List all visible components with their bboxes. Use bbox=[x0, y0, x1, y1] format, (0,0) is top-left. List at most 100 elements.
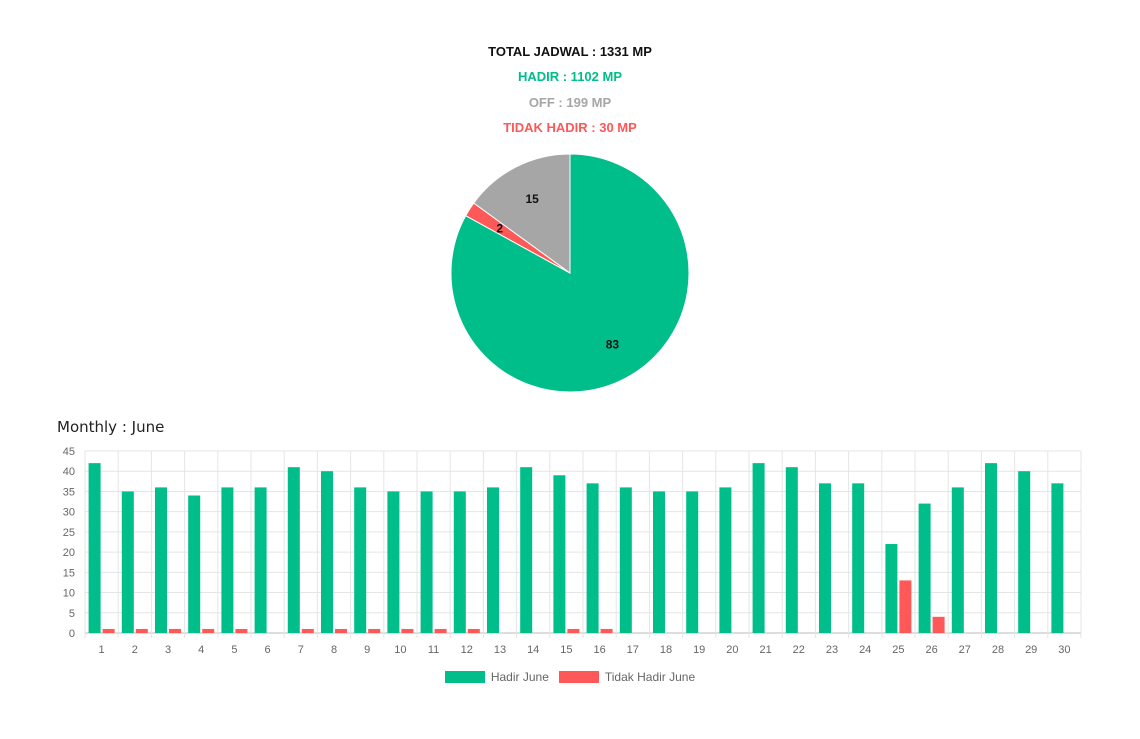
x-tick-label: 25 bbox=[892, 644, 904, 656]
x-tick-label: 15 bbox=[560, 644, 572, 656]
bar-hadir[interactable] bbox=[885, 544, 898, 633]
x-tick-label: 29 bbox=[1025, 644, 1037, 656]
y-tick-label: 20 bbox=[63, 547, 75, 559]
x-tick-label: 18 bbox=[660, 644, 672, 656]
bar-hadir[interactable] bbox=[719, 487, 732, 633]
y-tick-label: 10 bbox=[63, 588, 75, 600]
bar-hadir[interactable] bbox=[221, 487, 234, 633]
legend-label-hadir: Hadir June bbox=[490, 670, 549, 684]
bar-tidak-hadir[interactable] bbox=[368, 628, 381, 633]
bar-hadir[interactable] bbox=[287, 467, 300, 633]
bar-tidak-hadir[interactable] bbox=[169, 628, 181, 633]
y-tick-label: 35 bbox=[63, 486, 75, 498]
pie-slice-label-2: 15 bbox=[526, 192, 540, 206]
x-tick-label: 10 bbox=[394, 644, 406, 656]
bar-hadir[interactable] bbox=[121, 491, 134, 633]
bar-tidak-hadir[interactable] bbox=[600, 628, 613, 633]
bar-tidak-hadir[interactable] bbox=[899, 580, 912, 633]
legend-item-tidak-hadir[interactable]: Tidak Hadir June bbox=[558, 670, 696, 684]
pie-slice-2[interactable] bbox=[473, 153, 571, 274]
bar-hadir[interactable] bbox=[1051, 483, 1064, 633]
x-tick-label: 16 bbox=[593, 644, 605, 656]
x-tick-label: 4 bbox=[198, 644, 204, 656]
legend-swatch-tidak-hadir bbox=[558, 671, 599, 683]
x-tick-label: 22 bbox=[793, 644, 805, 656]
pie-slice-label-1: 2 bbox=[496, 221, 503, 235]
tidak-hadir-label: TIDAK HADIR : 30 MP bbox=[503, 120, 637, 135]
bar-hadir[interactable] bbox=[852, 483, 865, 633]
bar-hadir[interactable] bbox=[354, 487, 367, 633]
bar-tidak-hadir[interactable] bbox=[301, 628, 314, 633]
bar-hadir[interactable] bbox=[686, 491, 699, 633]
bar-hadir[interactable] bbox=[985, 463, 997, 633]
x-tick-label: 23 bbox=[826, 644, 838, 656]
x-tick-label: 5 bbox=[231, 644, 237, 656]
bar-tidak-hadir[interactable] bbox=[401, 628, 414, 633]
x-tick-label: 9 bbox=[364, 644, 370, 656]
x-tick-label: 14 bbox=[527, 644, 539, 656]
bar-hadir[interactable] bbox=[453, 491, 466, 633]
bar-tidak-hadir[interactable] bbox=[335, 628, 347, 633]
bar-tidak-hadir[interactable] bbox=[932, 616, 945, 633]
bar-hadir[interactable] bbox=[487, 487, 499, 633]
x-tick-label: 26 bbox=[925, 644, 937, 656]
bar-hadir[interactable] bbox=[918, 503, 931, 633]
bar-hadir[interactable] bbox=[553, 475, 566, 633]
x-tick-label: 6 bbox=[265, 644, 271, 656]
bar-tidak-hadir[interactable] bbox=[467, 628, 480, 633]
bar-tidak-hadir[interactable] bbox=[434, 628, 447, 633]
bar-tidak-hadir[interactable] bbox=[567, 628, 580, 633]
x-tick-label: 12 bbox=[461, 644, 473, 656]
bar-hadir[interactable] bbox=[752, 463, 765, 633]
bar-tidak-hadir[interactable] bbox=[202, 628, 215, 633]
bar-tidak-hadir[interactable] bbox=[235, 628, 248, 633]
bar-hadir[interactable] bbox=[188, 495, 201, 633]
legend-swatch-hadir bbox=[444, 671, 485, 683]
bar-hadir[interactable] bbox=[653, 491, 665, 633]
chart-legend: Hadir June Tidak Hadir June bbox=[0, 670, 1140, 684]
legend-item-hadir[interactable]: Hadir June bbox=[444, 670, 549, 684]
x-tick-label: 8 bbox=[331, 644, 337, 656]
bar-hadir[interactable] bbox=[254, 487, 267, 633]
x-tick-label: 7 bbox=[298, 644, 304, 656]
bar-hadir[interactable] bbox=[88, 463, 101, 633]
x-tick-label: 17 bbox=[627, 644, 639, 656]
y-tick-label: 30 bbox=[63, 507, 75, 519]
off-label: OFF : 199 MP bbox=[528, 95, 612, 110]
bar-hadir[interactable] bbox=[785, 467, 798, 633]
bar-hadir[interactable] bbox=[586, 483, 599, 633]
x-tick-label: 11 bbox=[428, 644, 439, 656]
bar-hadir[interactable] bbox=[321, 471, 333, 633]
bar-tidak-hadir[interactable] bbox=[102, 628, 115, 633]
bar-hadir[interactable] bbox=[155, 487, 167, 633]
x-tick-label: 1 bbox=[99, 644, 105, 656]
x-tick-label: 21 bbox=[759, 644, 771, 656]
y-tick-label: 5 bbox=[69, 608, 75, 620]
attendance-pie-chart[interactable]: 83 2 15 bbox=[445, 148, 695, 398]
y-tick-label: 25 bbox=[63, 527, 75, 539]
bar-hadir[interactable] bbox=[819, 483, 831, 633]
legend-label-tidak-hadir: Tidak Hadir June bbox=[604, 670, 696, 684]
monthly-title: Monthly : June bbox=[57, 418, 165, 436]
bar-hadir[interactable] bbox=[420, 491, 433, 633]
y-tick-label: 40 bbox=[63, 466, 75, 478]
x-tick-label: 20 bbox=[726, 644, 738, 656]
y-tick-label: 0 bbox=[69, 628, 75, 640]
bar-hadir[interactable] bbox=[387, 491, 400, 633]
x-tick-label: 27 bbox=[959, 644, 971, 656]
bar-hadir[interactable] bbox=[619, 487, 632, 633]
y-tick-label: 15 bbox=[63, 567, 75, 579]
x-tick-label: 19 bbox=[693, 644, 705, 656]
x-tick-label: 24 bbox=[859, 644, 871, 656]
pie-slice-label-0: 83 bbox=[606, 338, 620, 352]
x-tick-label: 30 bbox=[1058, 644, 1070, 656]
bar-hadir[interactable] bbox=[520, 467, 533, 633]
y-tick-label: 45 bbox=[63, 446, 75, 458]
x-tick-label: 2 bbox=[132, 644, 138, 656]
bar-hadir[interactable] bbox=[1018, 471, 1031, 633]
x-tick-label: 3 bbox=[165, 644, 171, 656]
bar-hadir[interactable] bbox=[951, 487, 964, 633]
bar-tidak-hadir[interactable] bbox=[135, 628, 148, 633]
x-tick-label: 28 bbox=[992, 644, 1004, 656]
